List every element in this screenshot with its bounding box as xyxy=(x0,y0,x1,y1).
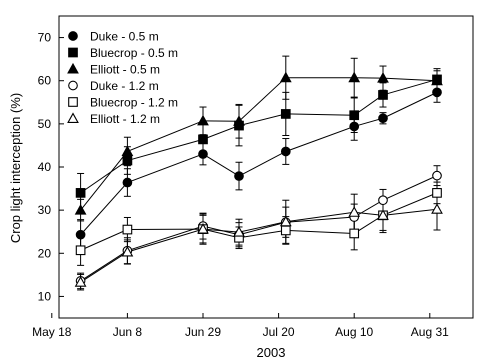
data-point xyxy=(349,207,359,216)
plot-frame xyxy=(59,16,473,318)
x-tick-label: May 18 xyxy=(32,325,72,339)
data-point xyxy=(199,135,208,144)
data-point xyxy=(379,196,388,205)
y-tick-label: 10 xyxy=(38,289,52,303)
legend-label: Duke - 1.2 m xyxy=(90,79,159,93)
data-point xyxy=(282,110,291,119)
legend-marker xyxy=(69,48,78,57)
y-tick-label: 50 xyxy=(38,117,52,131)
data-point xyxy=(433,88,442,97)
data-point xyxy=(350,229,359,238)
x-tick-label: Jul 20 xyxy=(263,325,295,339)
data-point xyxy=(379,114,388,123)
data-point xyxy=(76,230,85,239)
data-point xyxy=(350,111,359,120)
x-tick-label: Aug 31 xyxy=(411,325,449,339)
data-point xyxy=(76,246,85,255)
data-point xyxy=(122,147,132,156)
data-point xyxy=(433,189,442,198)
legend-label: Duke - 0.5 m xyxy=(90,30,159,44)
legend-label: Bluecrop - 0.5 m xyxy=(90,46,178,60)
data-point xyxy=(282,226,291,235)
data-point xyxy=(123,225,132,234)
legend: Duke - 0.5 m Bluecrop - 0.5 m Elliott - 0.… xyxy=(68,30,178,127)
y-tick-label: 20 xyxy=(38,246,52,260)
y-tick-label: 70 xyxy=(38,31,52,45)
y-axis-label: Crop light interception (%) xyxy=(8,93,23,243)
data-point xyxy=(235,172,244,181)
legend-marker xyxy=(69,32,78,41)
legend-marker xyxy=(69,98,78,107)
legend-label: Elliott - 0.5 m xyxy=(90,63,160,77)
legend-label: Bluecrop - 1.2 m xyxy=(90,96,178,110)
data-point xyxy=(379,91,388,100)
data-point xyxy=(198,116,208,125)
x-tick-label: Jun 8 xyxy=(113,325,143,339)
series-line xyxy=(81,209,437,282)
x-axis-label: 2003 xyxy=(257,345,286,360)
x-tick-label: Jun 29 xyxy=(185,325,221,339)
legend-marker xyxy=(68,114,78,123)
data-point xyxy=(432,204,442,213)
legend-marker xyxy=(69,81,78,90)
data-point xyxy=(123,156,132,165)
y-tick-label: 60 xyxy=(38,74,52,88)
data-point xyxy=(199,150,208,159)
legend-marker xyxy=(68,64,78,73)
legend-label: Elliott - 1.2 m xyxy=(90,112,160,126)
data-point xyxy=(123,178,132,187)
data-point xyxy=(350,122,359,131)
y-tick-label: 30 xyxy=(38,203,52,217)
data-point xyxy=(282,147,291,156)
x-tick-label: Aug 10 xyxy=(335,325,373,339)
data-point xyxy=(433,171,442,180)
data-point xyxy=(76,189,85,198)
y-tick-label: 40 xyxy=(38,160,52,174)
